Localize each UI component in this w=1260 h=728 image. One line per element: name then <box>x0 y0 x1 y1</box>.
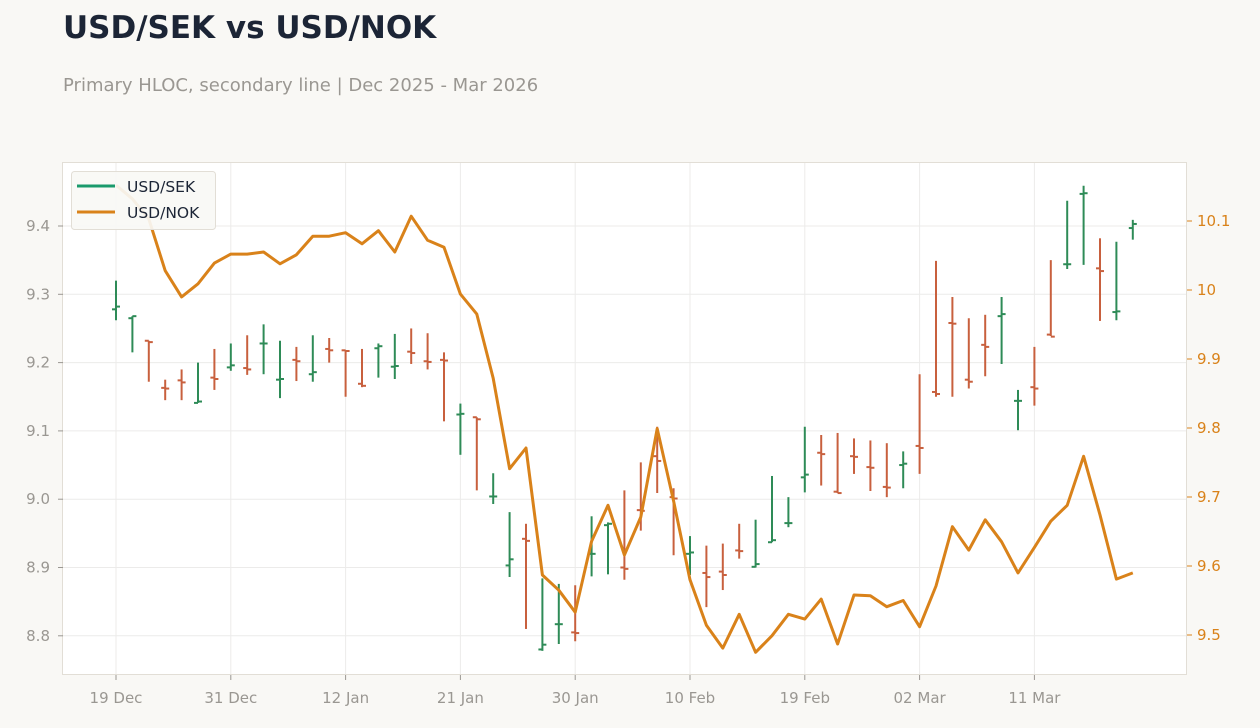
ohlc-bar <box>817 434 826 486</box>
ohlc-bar <box>407 328 416 364</box>
ohlc-bar <box>997 297 1006 364</box>
legend-label-usd-nok: USD/NOK <box>127 204 200 222</box>
ohlc-bar <box>308 335 317 382</box>
ohlc-bar <box>1128 219 1137 240</box>
x-tick-label: 11 Mar <box>1008 689 1061 707</box>
ohlc-bar <box>522 523 530 629</box>
ohlc-bar <box>768 475 776 544</box>
ohlc-bar <box>1079 185 1088 265</box>
right-tick-label: 9.9 <box>1197 350 1221 368</box>
x-tick-label: 30 Jan <box>552 689 599 707</box>
ohlc-bar <box>456 403 465 455</box>
right-tick-label: 10 <box>1197 281 1216 299</box>
ohlc-bar <box>981 314 990 377</box>
ohlc-bar <box>259 324 268 375</box>
ohlc-bar <box>161 379 170 401</box>
ohlc-bar <box>374 343 383 378</box>
x-tick-label: 19 Feb <box>780 689 830 707</box>
left-tick-label: 8.8 <box>26 627 50 645</box>
ohlc-bar <box>850 438 858 474</box>
right-tick-label: 9.6 <box>1197 557 1221 575</box>
ohlc-bar <box>1096 238 1104 321</box>
ohlc-bar <box>932 260 940 397</box>
x-axis: 19 Dec 31 Dec 12 Jan 21 Jan 30 Jan 10 Feb 19 F… <box>90 675 1061 707</box>
left-tick-label: 9.4 <box>26 217 50 235</box>
ohlc-bar <box>915 374 924 474</box>
ohlc-bar <box>784 497 793 528</box>
ohlc-bar <box>226 343 235 371</box>
ohlc-bar <box>440 352 448 422</box>
right-tick-label: 9.5 <box>1197 626 1221 644</box>
ohlc-bar <box>964 318 973 389</box>
ohlc-bar <box>735 523 744 559</box>
ohlc-bar <box>505 512 514 578</box>
ohlc-bar <box>325 338 334 363</box>
x-tick-label: 31 Dec <box>204 689 257 707</box>
left-tick-label: 9.2 <box>26 354 50 372</box>
ohlc-bar <box>390 333 399 379</box>
ohlc-bar <box>128 315 137 353</box>
ohlc-bar <box>1046 260 1055 338</box>
ohlc-bar <box>1014 389 1022 431</box>
ohlc-bar <box>243 335 252 375</box>
x-tick-label: 02 Mar <box>894 689 947 707</box>
ohlc-bar <box>620 490 629 580</box>
x-tick-label: 10 Feb <box>665 689 715 707</box>
ohlc-bar <box>866 440 875 492</box>
chart-title: USD/SEK vs USD/NOK <box>63 10 437 46</box>
ohlc-bar <box>538 578 547 651</box>
legend: USD/SEK USD/NOK <box>71 171 216 230</box>
ohlc-bar <box>653 426 662 494</box>
ohlc-bar <box>489 473 498 504</box>
ohlc-bar <box>472 416 481 491</box>
right-tick-label: 9.7 <box>1197 488 1221 506</box>
ohlc-bar <box>800 426 809 493</box>
usd-nok-line-series <box>115 183 1134 654</box>
ohlc-bar <box>423 333 432 370</box>
chart-subtitle: Primary HLOC, secondary line | Dec 2025 … <box>63 75 539 96</box>
ohlc-bar <box>292 346 301 382</box>
grid-lines <box>63 163 1186 674</box>
left-tick-label: 9.3 <box>26 285 50 303</box>
ohlc-bar <box>112 280 120 321</box>
left-tick-label: 9.1 <box>26 422 50 440</box>
ohlc-bar <box>194 362 202 404</box>
ohlc-bar <box>341 349 350 397</box>
legend-label-usd-sek: USD/SEK <box>127 178 196 196</box>
ohlc-bar <box>210 348 219 390</box>
ohlc-bar <box>948 297 957 397</box>
right-y-axis: 9.5 9.6 9.7 9.8 9.9 10 10.1 <box>1187 212 1230 644</box>
x-tick-label: 21 Jan <box>437 689 484 707</box>
ohlc-bar <box>604 522 612 575</box>
x-tick-label: 19 Dec <box>90 689 143 707</box>
ohlc-bar <box>833 432 842 495</box>
ohlc-bar <box>1030 346 1039 406</box>
ohlc-bar <box>899 451 908 489</box>
ohlc-bar <box>882 443 891 498</box>
ohlc-bar <box>686 536 694 576</box>
plot-area <box>62 162 1187 675</box>
right-tick-label: 9.8 <box>1197 419 1221 437</box>
left-y-axis: 8.8 8.9 9.0 9.1 9.2 9.3 9.4 <box>26 217 63 645</box>
ohlc-bar <box>358 348 366 388</box>
ohlc-bar <box>1112 241 1121 321</box>
ohlc-bar <box>276 340 284 399</box>
ohlc-bar <box>144 339 153 382</box>
right-tick-label: 10.1 <box>1197 212 1230 230</box>
ohlc-bar <box>702 545 711 608</box>
ohlc-bar <box>751 519 760 568</box>
ohlc-bar <box>177 369 186 401</box>
ohlc-bar <box>554 583 563 644</box>
ohlc-bar <box>1063 200 1072 270</box>
left-tick-label: 8.9 <box>26 559 50 577</box>
ohlc-bar <box>718 543 727 591</box>
x-tick-label: 12 Jan <box>322 689 369 707</box>
left-tick-label: 9.0 <box>26 490 50 508</box>
